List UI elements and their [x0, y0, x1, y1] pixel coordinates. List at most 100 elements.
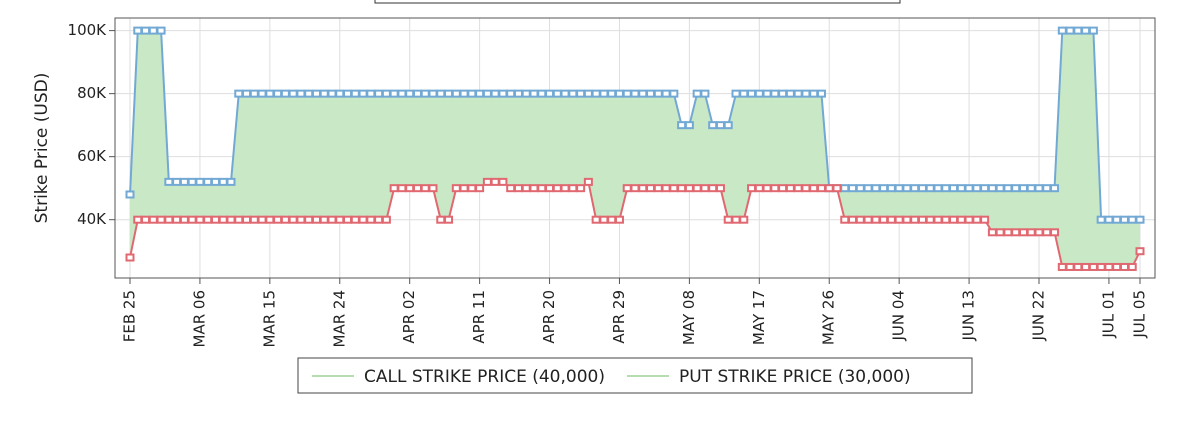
point-marker	[778, 89, 788, 98]
y-tick-label: 60K	[77, 147, 107, 165]
point-marker	[871, 215, 881, 224]
point-marker	[576, 89, 586, 98]
point-marker	[475, 89, 485, 98]
point-marker	[164, 177, 174, 186]
point-marker	[529, 184, 539, 193]
point-marker	[265, 215, 275, 224]
point-marker	[405, 184, 415, 193]
point-marker	[715, 184, 725, 193]
point-marker	[1026, 184, 1036, 193]
point-marker	[715, 121, 725, 130]
point-marker	[389, 184, 399, 193]
point-marker	[964, 184, 974, 193]
x-tick-label: MAY 08	[680, 290, 698, 345]
line-layer	[125, 26, 1145, 271]
point-marker	[141, 215, 151, 224]
point-marker	[560, 184, 570, 193]
point-marker	[164, 215, 174, 224]
point-marker	[661, 89, 671, 98]
point-marker	[218, 177, 228, 186]
point-marker	[1096, 262, 1106, 271]
x-tick-label: APR 20	[540, 290, 558, 344]
point-marker	[949, 184, 959, 193]
point-marker	[863, 215, 873, 224]
point-marker	[1065, 262, 1075, 271]
point-marker	[133, 26, 143, 35]
x-tick-label: JUN 04	[890, 290, 908, 341]
point-marker	[840, 215, 850, 224]
point-marker	[350, 89, 360, 98]
point-marker	[863, 184, 873, 193]
point-marker	[412, 184, 422, 193]
point-marker	[521, 89, 531, 98]
point-marker	[1104, 215, 1114, 224]
point-marker	[436, 215, 446, 224]
point-marker	[1135, 215, 1145, 224]
point-marker	[653, 184, 663, 193]
point-marker	[599, 215, 609, 224]
x-tick-label: MAY 26	[820, 290, 838, 345]
point-marker	[381, 215, 391, 224]
point-marker	[234, 89, 244, 98]
x-tick-label: MAR 15	[260, 290, 278, 347]
point-marker	[638, 184, 648, 193]
point-marker	[677, 184, 687, 193]
x-tick-label: FEB 25	[121, 290, 139, 342]
point-marker	[172, 215, 182, 224]
point-marker	[576, 184, 586, 193]
point-marker	[1026, 228, 1036, 237]
point-marker	[273, 215, 283, 224]
point-marker	[335, 89, 345, 98]
point-marker	[607, 89, 617, 98]
point-marker	[420, 89, 430, 98]
point-marker	[583, 177, 593, 186]
point-marker	[747, 184, 757, 193]
legend: CALL STRIKE PRICE (40,000) PUT STRIKE PRI…	[312, 367, 911, 387]
point-marker	[607, 215, 617, 224]
point-marker	[1042, 184, 1052, 193]
point-marker	[840, 184, 850, 193]
point-marker	[1127, 262, 1137, 271]
axes: 40K 60K 80K 100K FEB 25 MAR 06 MAR 15 MAR 24 APR…	[68, 21, 1149, 347]
point-marker	[692, 184, 702, 193]
point-marker	[995, 184, 1005, 193]
point-marker	[218, 215, 228, 224]
point-marker	[731, 89, 741, 98]
point-marker	[257, 215, 267, 224]
point-marker	[1081, 262, 1091, 271]
point-marker	[848, 184, 858, 193]
point-marker	[1104, 262, 1114, 271]
point-marker	[249, 215, 259, 224]
point-marker	[141, 26, 151, 35]
point-marker	[366, 215, 376, 224]
point-marker	[280, 215, 290, 224]
point-marker	[506, 89, 516, 98]
point-marker	[700, 89, 710, 98]
point-marker	[513, 89, 523, 98]
point-marker	[1042, 228, 1052, 237]
point-marker	[723, 121, 733, 130]
x-tick-label: JUL 05	[1131, 290, 1149, 339]
point-marker	[374, 215, 384, 224]
point-marker	[436, 89, 446, 98]
point-marker	[708, 121, 718, 130]
point-marker	[793, 184, 803, 193]
point-marker	[242, 215, 252, 224]
point-marker	[886, 184, 896, 193]
point-marker	[980, 184, 990, 193]
point-marker	[467, 89, 477, 98]
point-marker	[459, 184, 469, 193]
point-marker	[1057, 26, 1067, 35]
point-marker	[785, 89, 795, 98]
point-marker	[879, 184, 889, 193]
point-marker	[669, 89, 679, 98]
legend-label: CALL STRIKE PRICE (40,000)	[364, 367, 605, 387]
point-marker	[630, 184, 640, 193]
area-layer	[130, 30, 1140, 267]
y-tick-label: 80K	[77, 84, 107, 102]
point-marker	[661, 184, 671, 193]
point-marker	[280, 89, 290, 98]
point-marker	[591, 215, 601, 224]
point-marker	[941, 215, 951, 224]
point-marker	[653, 89, 663, 98]
